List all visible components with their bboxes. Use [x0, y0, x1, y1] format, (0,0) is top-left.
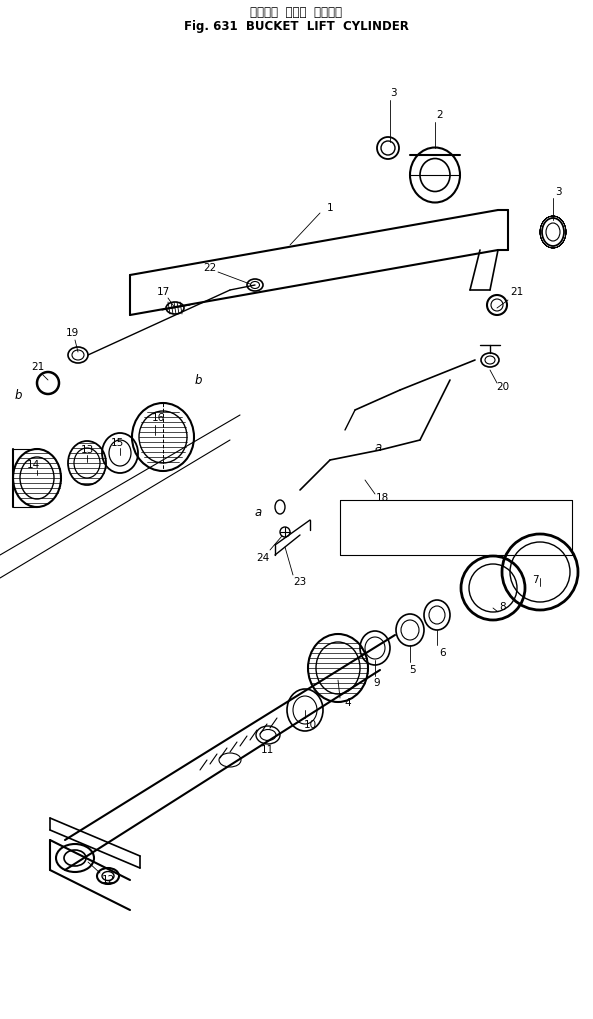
Text: バケット  リフト  シリンダ: バケット リフト シリンダ [250, 5, 342, 18]
Text: 19: 19 [65, 328, 79, 338]
Text: 21: 21 [511, 287, 524, 297]
Text: 5: 5 [410, 665, 416, 675]
Text: 24: 24 [256, 553, 270, 564]
Text: 13: 13 [81, 445, 94, 455]
Text: a: a [374, 440, 382, 453]
Text: 10: 10 [304, 720, 317, 730]
Text: 6: 6 [439, 648, 447, 658]
Text: 1: 1 [327, 203, 333, 213]
Text: 8: 8 [500, 602, 506, 612]
Text: 23: 23 [294, 577, 307, 587]
Text: 3: 3 [390, 88, 396, 98]
Text: 2: 2 [436, 110, 444, 120]
Text: 22: 22 [203, 263, 216, 273]
Text: a: a [254, 506, 262, 520]
Text: 21: 21 [31, 362, 44, 372]
Text: 9: 9 [374, 678, 380, 688]
Text: 14: 14 [26, 460, 40, 470]
Text: 20: 20 [496, 382, 509, 392]
Text: 3: 3 [554, 187, 562, 197]
Text: 15: 15 [110, 438, 123, 448]
Text: 12: 12 [101, 875, 114, 884]
Text: 4: 4 [345, 698, 351, 708]
Text: 17: 17 [157, 287, 170, 297]
Text: b: b [195, 374, 202, 386]
Text: b: b [14, 388, 22, 401]
Text: Fig. 631  BUCKET  LIFT  CYLINDER: Fig. 631 BUCKET LIFT CYLINDER [184, 19, 409, 33]
Text: 11: 11 [260, 745, 273, 755]
Text: 7: 7 [532, 575, 538, 585]
Text: 16: 16 [151, 413, 165, 423]
Text: 18: 18 [375, 493, 388, 503]
